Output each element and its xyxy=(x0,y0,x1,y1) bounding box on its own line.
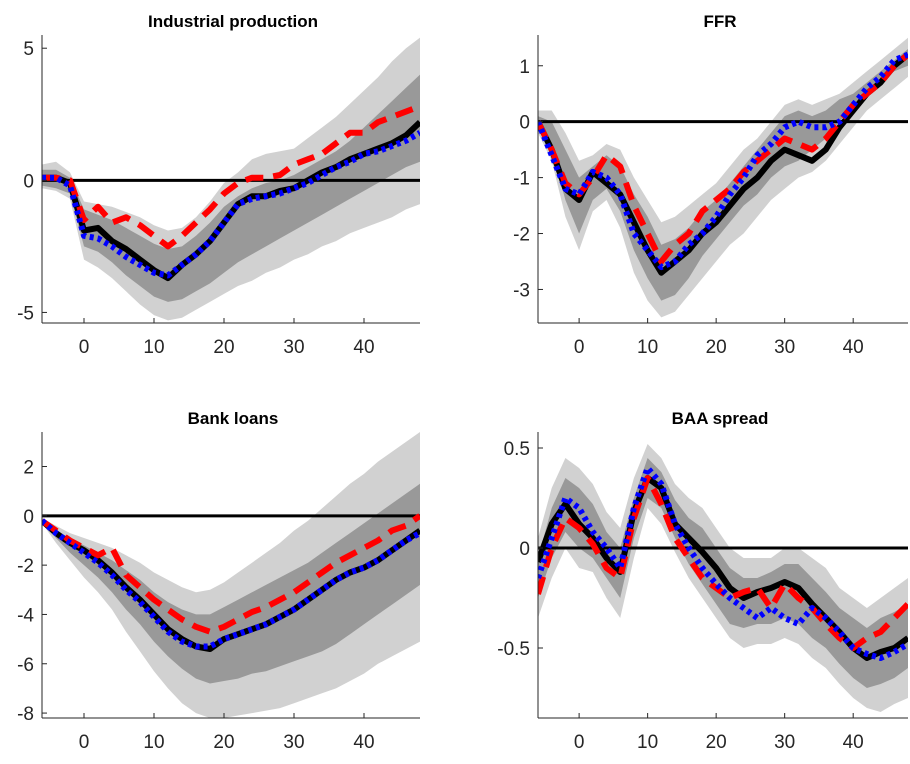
x-tick-label: 20 xyxy=(706,337,727,358)
panel-title: FFR xyxy=(703,12,736,31)
inner-confidence-band xyxy=(42,483,420,684)
x-tick-label: 40 xyxy=(843,732,864,753)
plot-area xyxy=(42,37,420,321)
y-tick-label: 0 xyxy=(23,171,34,192)
panel-bank-loans: Bank loans 0 10 20 30 40 -8 -6 -4 -2 0 2 xyxy=(17,409,420,753)
y-tick-label: 5 xyxy=(23,39,34,60)
inner-confidence-band xyxy=(538,49,908,301)
series-line-dashed xyxy=(538,52,908,265)
series-line-dashed xyxy=(42,103,420,250)
x-tick-label: 40 xyxy=(353,732,374,753)
y-tick-label: -6 xyxy=(17,655,34,676)
plot-area xyxy=(538,37,908,318)
y-tick-label: -2 xyxy=(513,225,530,246)
x-tick-label: 10 xyxy=(637,337,658,358)
x-tick-label: 0 xyxy=(79,732,90,753)
y-tick-label: -8 xyxy=(17,704,34,725)
panel-title: Bank loans xyxy=(188,409,279,428)
panel-baa-spread: BAA spread 0 10 20 30 40 -0.5 0 0.5 xyxy=(497,409,908,753)
y-tick-label: 0 xyxy=(23,507,34,528)
y-tick-label: 2 xyxy=(23,458,34,479)
y-tick-label: -0.5 xyxy=(497,639,530,660)
series-line-dotted xyxy=(538,51,908,271)
x-tick-label: 20 xyxy=(213,732,234,753)
x-tick-label: 30 xyxy=(774,732,795,753)
x-tick-label: 30 xyxy=(283,732,304,753)
series-line-dashed xyxy=(42,513,420,635)
series-line-dotted xyxy=(538,465,908,661)
x-tick-label: 10 xyxy=(637,732,658,753)
panel-title: Industrial production xyxy=(148,12,318,31)
plot-area xyxy=(42,432,420,718)
panel-ffr: FFR 0 10 20 30 40 -3 -2 -1 0 1 xyxy=(513,12,908,358)
y-tick-label: -2 xyxy=(17,556,34,577)
x-tick-label: 40 xyxy=(843,337,864,358)
y-tick-label: 0 xyxy=(519,539,530,560)
outer-confidence-band xyxy=(538,37,908,318)
panel-title: BAA spread xyxy=(672,409,769,428)
x-tick-label: 0 xyxy=(574,732,585,753)
x-tick-label: 10 xyxy=(143,337,164,358)
x-tick-label: 30 xyxy=(774,337,795,358)
series-line-dotted xyxy=(42,130,420,279)
y-tick-label: -3 xyxy=(513,280,530,301)
x-tick-label: 30 xyxy=(283,337,304,358)
x-tick-label: 20 xyxy=(213,337,234,358)
y-tick-label: 1 xyxy=(519,57,530,78)
y-tick-label: -4 xyxy=(17,605,34,626)
x-tick-label: 0 xyxy=(79,337,90,358)
x-tick-label: 0 xyxy=(574,337,585,358)
x-tick-label: 20 xyxy=(706,732,727,753)
y-tick-label: 0 xyxy=(519,113,530,134)
series-line-solid xyxy=(42,518,420,652)
y-tick-label: -5 xyxy=(17,303,34,324)
x-tick-label: 40 xyxy=(353,337,374,358)
panel-industrial-production: Industrial production 0 10 20 30 40 -5 0 5 xyxy=(17,12,420,358)
x-tick-label: 10 xyxy=(143,732,164,753)
y-tick-label: 0.5 xyxy=(504,439,530,460)
inner-confidence-band xyxy=(42,74,420,302)
plot-area xyxy=(538,444,908,712)
y-tick-label: -1 xyxy=(513,169,530,190)
